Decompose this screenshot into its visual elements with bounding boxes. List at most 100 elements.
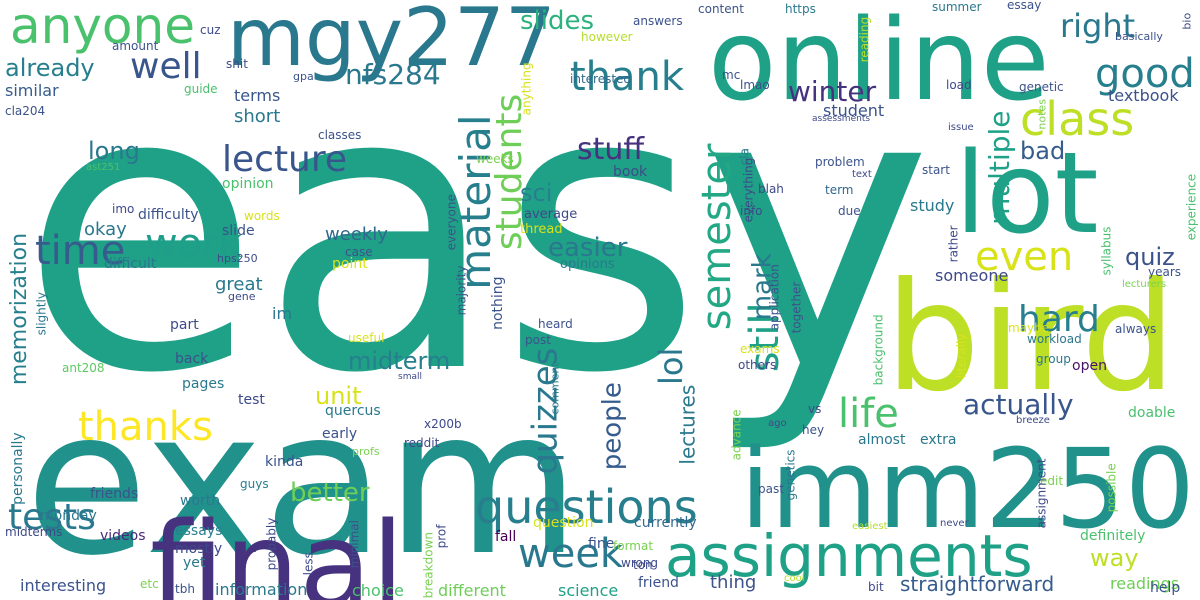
- cloud-word: reading: [857, 16, 872, 62]
- cloud-word: part: [170, 317, 199, 334]
- cloud-word: week: [518, 530, 624, 577]
- cloud-word: rather: [946, 225, 961, 262]
- cloud-word: everyone: [444, 193, 459, 250]
- cloud-word: imm250: [740, 425, 1195, 554]
- cloud-word: together: [789, 281, 804, 333]
- cloud-word: yet: [183, 555, 206, 572]
- cloud-word: extra: [920, 432, 957, 449]
- cloud-word: exams: [740, 341, 780, 356]
- cloud-word: info: [740, 203, 763, 218]
- cloud-word: case: [345, 244, 373, 259]
- cloud-word: questions: [475, 480, 698, 535]
- cloud-word: majority: [454, 265, 469, 315]
- cloud-word: assignments: [665, 521, 1033, 590]
- cloud-word: bio: [1180, 13, 1194, 30]
- cloud-word: doable: [1128, 405, 1176, 422]
- cloud-word: easy: [20, 3, 933, 458]
- cloud-word: due: [838, 203, 861, 218]
- cloud-word: open: [1072, 358, 1107, 375]
- cloud-word: worth: [180, 493, 221, 510]
- cloud-word: opinion: [222, 176, 274, 193]
- cloud-word: shit: [226, 56, 248, 71]
- cloud-word: past: [758, 481, 784, 496]
- cloud-word: student: [823, 100, 885, 120]
- cloud-word: class: [1020, 92, 1135, 147]
- cloud-word: others: [738, 357, 777, 372]
- cloud-word: tests: [8, 496, 96, 538]
- cloud-word: online: [708, 0, 1050, 126]
- cloud-word: memorization: [6, 232, 32, 385]
- cloud-word: term: [825, 182, 854, 197]
- cloud-word: format: [613, 538, 654, 553]
- cloud-word: different: [438, 580, 506, 600]
- cloud-word: content: [698, 1, 744, 16]
- cloud-word: multiple: [983, 110, 1017, 225]
- cloud-word: weeks: [476, 151, 514, 166]
- cloud-word: prof: [434, 524, 449, 548]
- cloud-word: textbook: [1108, 85, 1179, 105]
- cloud-word: interesting: [20, 575, 107, 595]
- cloud-word: syllabus: [1099, 226, 1114, 275]
- cloud-word: lot: [955, 128, 1099, 259]
- cloud-word: less: [301, 551, 316, 575]
- cloud-word: slide: [222, 223, 255, 240]
- cloud-word: basically: [1115, 30, 1163, 44]
- cloud-word: similar: [5, 80, 59, 100]
- cloud-word: tbh: [175, 581, 195, 596]
- cloud-word: monday: [40, 508, 97, 525]
- cloud-word: post: [525, 332, 551, 347]
- cloud-word: cla204: [5, 103, 46, 118]
- cloud-word: weekly: [325, 223, 388, 245]
- cloud-word: notes: [1035, 99, 1049, 130]
- cloud-word: stuff: [577, 131, 645, 167]
- cloud-word: book: [613, 164, 648, 181]
- cloud-word: easiest: [852, 521, 888, 533]
- cloud-word: fall: [495, 529, 517, 546]
- cloud-word: bird: [885, 251, 1177, 425]
- cloud-word: classes: [318, 127, 362, 142]
- cloud-word: lecturers: [1122, 279, 1167, 291]
- cloud-word: application: [767, 263, 782, 330]
- cloud-word: almost: [858, 432, 906, 449]
- cloud-word: hard: [1018, 298, 1100, 340]
- cloud-word: start: [922, 162, 950, 177]
- cloud-word: load: [946, 77, 972, 92]
- cloud-word: final: [150, 495, 405, 600]
- cloud-word: pages: [182, 376, 225, 393]
- cloud-word: great: [215, 273, 263, 295]
- cloud-word: amount: [112, 38, 159, 53]
- cloud-word: wrong: [621, 555, 659, 570]
- cloud-word: people: [597, 381, 628, 470]
- cloud-word: bit: [868, 579, 884, 594]
- cloud-word: essays: [175, 523, 223, 540]
- cloud-word: answers: [633, 13, 683, 28]
- cloud-word: friends: [90, 486, 139, 503]
- cloud-word: assignment: [1034, 458, 1049, 528]
- cloud-word: guide: [184, 81, 218, 96]
- cloud-word: someone: [935, 265, 1009, 285]
- cloud-word: unit: [315, 382, 362, 411]
- cloud-word: mostly: [175, 541, 223, 558]
- cloud-word: early: [322, 426, 358, 443]
- cloud-word: already: [5, 54, 95, 83]
- cloud-word: ton: [633, 557, 653, 572]
- cloud-word: im: [272, 303, 293, 323]
- cloud-word: semester: [693, 143, 740, 330]
- cloud-word: slightly: [34, 291, 49, 335]
- cloud-word: ago: [768, 418, 787, 430]
- cloud-word: lectures: [675, 385, 700, 465]
- cloud-word: readings: [1110, 573, 1180, 593]
- cloud-word: anyone: [10, 0, 195, 55]
- cloud-word: good: [1095, 50, 1195, 97]
- cloud-word: thread: [520, 221, 563, 237]
- cloud-word: mgy277: [227, 0, 556, 84]
- cloud-word: slides: [520, 5, 595, 36]
- cloud-word: comment: [548, 362, 562, 415]
- cloud-word: years: [1148, 264, 1182, 279]
- cloud-word: information: [215, 579, 308, 599]
- cloud-word: work: [145, 220, 242, 267]
- cloud-word: cool: [784, 573, 805, 585]
- cloud-word: breeze: [1016, 415, 1050, 427]
- cloud-word: breakdown: [421, 531, 436, 598]
